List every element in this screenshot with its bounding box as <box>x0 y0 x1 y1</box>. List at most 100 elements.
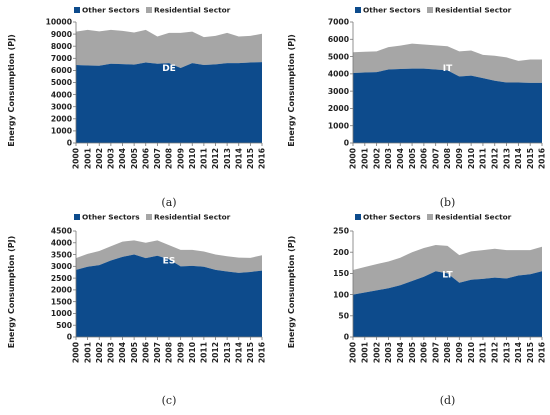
x-tick-label: 2001 <box>83 342 92 363</box>
chart-panel: 0 1000 2000 3000 4000 5000 6000 7000 8000 9000 100… <box>7 6 267 210</box>
x-tick-label: 2011 <box>479 148 488 169</box>
panel-letter: (d) <box>440 394 456 407</box>
x-tick-label: 2004 <box>118 342 127 363</box>
legend: Other Sectors Residential Sector <box>355 213 512 222</box>
x-tick-label: 2016 <box>258 342 267 363</box>
y-tick-label: 250 <box>333 227 349 236</box>
x-tick-label: 2012 <box>490 148 499 169</box>
x-tick-label: 2012 <box>490 342 499 363</box>
legend-label-other: Other Sectors <box>82 6 140 15</box>
panel-letter: (c) <box>162 394 177 407</box>
x-tick-label: 2011 <box>200 148 209 169</box>
legend-swatch-residential <box>146 214 152 220</box>
other-sectors-area <box>353 271 542 337</box>
y-tick-label: 3500 <box>51 250 72 259</box>
country-label: ES <box>163 257 176 267</box>
y-tick-label: 150 <box>333 269 349 278</box>
x-tick-label: 2013 <box>502 148 511 169</box>
legend-swatch-other <box>355 214 361 220</box>
legend-swatch-residential <box>146 7 152 13</box>
x-tick-label: 2008 <box>165 342 174 363</box>
x-tick-label: 2007 <box>431 342 440 363</box>
y-tick-label: 500 <box>56 321 72 330</box>
panel-letter: (a) <box>161 196 176 209</box>
x-tick-label: 2008 <box>443 342 452 363</box>
y-axis-label: Energy Consumption (PJ) <box>7 34 16 147</box>
y-tick-label: 2000 <box>51 115 72 124</box>
x-tick-label: 2005 <box>408 148 417 169</box>
x-tick-label: 2002 <box>372 148 381 169</box>
x-tick-label: 2003 <box>384 342 393 363</box>
residential-sector-area <box>76 240 262 273</box>
y-tick-label: 0 <box>344 333 349 342</box>
x-tick-label: 2000 <box>349 148 358 169</box>
legend-swatch-other <box>74 214 80 220</box>
x-tick-label: 2016 <box>538 148 547 169</box>
y-tick-label: 4500 <box>51 227 72 236</box>
x-tick-label: 2014 <box>514 342 523 363</box>
x-tick-label: 2006 <box>420 148 429 169</box>
y-tick-label: 1000 <box>51 309 72 318</box>
y-tick-label: 10000 <box>46 18 72 27</box>
legend-swatch-residential <box>427 214 433 220</box>
legend: Other Sectors Residential Sector <box>74 213 231 222</box>
x-tick-label: 2013 <box>502 342 511 363</box>
y-tick-label: 8000 <box>51 42 72 51</box>
x-tick-label: 2008 <box>443 148 452 169</box>
x-tick-label: 2000 <box>72 342 81 363</box>
x-tick-label: 2010 <box>467 342 476 363</box>
x-tick-label: 2011 <box>200 342 209 363</box>
y-tick-label: 1000 <box>51 127 72 136</box>
x-tick-label: 2012 <box>211 148 220 169</box>
y-tick-label: 9000 <box>51 30 72 39</box>
y-tick-label: 3000 <box>328 87 349 96</box>
residential-sector-area <box>353 43 542 83</box>
x-tick-label: 2006 <box>420 342 429 363</box>
legend: Other Sectors Residential Sector <box>74 6 231 15</box>
x-tick-label: 2010 <box>188 148 197 169</box>
x-tick-label: 2012 <box>211 342 220 363</box>
legend-label-residential: Residential Sector <box>154 213 231 222</box>
x-tick-label: 2010 <box>467 148 476 169</box>
chart-panel: 0 500 1000 1500 2000 2500 3000 3500 4000 4500 2000… <box>7 213 267 408</box>
x-tick-label: 2014 <box>234 342 243 363</box>
y-tick-label: 2500 <box>51 274 72 283</box>
x-tick-label: 2014 <box>234 148 243 169</box>
x-tick-label: 2016 <box>538 342 547 363</box>
y-tick-label: 4000 <box>51 238 72 247</box>
legend-label-residential: Residential Sector <box>435 6 512 15</box>
legend-label-other: Other Sectors <box>363 213 421 222</box>
y-tick-label: 3000 <box>51 262 72 271</box>
y-tick-label: 1000 <box>328 121 349 130</box>
legend-swatch-other <box>355 7 361 13</box>
legend-swatch-residential <box>427 7 433 13</box>
country-label: DE <box>162 64 176 74</box>
y-tick-label: 6000 <box>51 66 72 75</box>
y-tick-label: 4000 <box>51 90 72 99</box>
legend-label-residential: Residential Sector <box>154 6 231 15</box>
y-tick-label: 6000 <box>328 35 349 44</box>
y-tick-label: 4000 <box>328 70 349 79</box>
y-tick-label: 5000 <box>51 78 72 87</box>
y-axis-label: Energy Consumption (PJ) <box>287 34 296 147</box>
x-tick-label: 2005 <box>130 342 139 363</box>
x-tick-label: 2001 <box>361 148 370 169</box>
x-tick-label: 2009 <box>176 148 185 169</box>
y-tick-label: 200 <box>333 248 349 257</box>
x-tick-label: 2016 <box>258 148 267 169</box>
x-tick-label: 2002 <box>372 342 381 363</box>
x-tick-label: 2002 <box>95 148 104 169</box>
legend-swatch-other <box>74 7 80 13</box>
y-tick-label: 7000 <box>51 54 72 63</box>
y-tick-label: 0 <box>67 333 72 342</box>
x-tick-label: 2004 <box>396 148 405 169</box>
y-tick-label: 3000 <box>51 102 72 111</box>
legend-label-other: Other Sectors <box>82 213 140 222</box>
y-tick-label: 0 <box>344 139 349 148</box>
country-label: IT <box>443 64 453 74</box>
x-tick-label: 2015 <box>246 342 255 363</box>
